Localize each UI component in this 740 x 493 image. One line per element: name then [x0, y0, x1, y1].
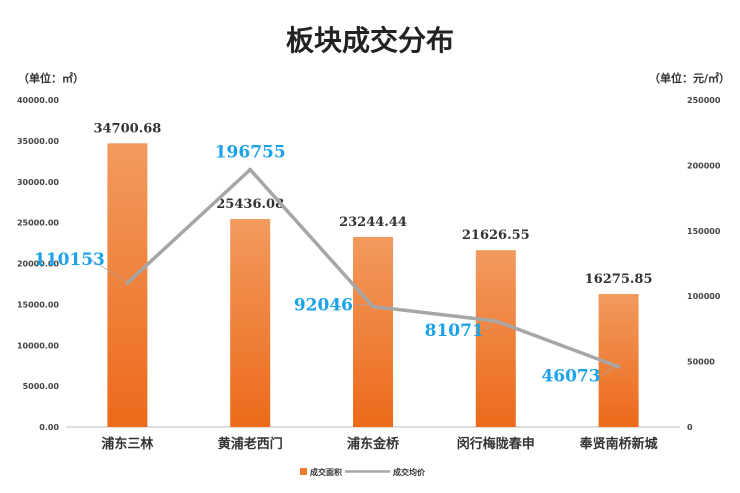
right-axis-unit: （单位：元/㎡） — [649, 71, 730, 85]
line-value-label: 46073 — [541, 367, 600, 387]
chart-title: 板块成交分布 — [286, 24, 454, 57]
bar — [475, 250, 516, 427]
line-series — [125, 167, 621, 369]
right-tick-label: 50000 — [687, 358, 715, 367]
bar-series — [107, 143, 639, 427]
left-tick-label: 0.00 — [39, 423, 59, 432]
left-axis-unit: （单位：㎡） — [18, 71, 84, 85]
line-label-leader — [485, 318, 495, 331]
line-point — [248, 167, 253, 172]
bar — [353, 236, 393, 427]
left-tick-label: 5000.00 — [23, 382, 60, 391]
right-tick-label: 250000 — [687, 96, 721, 105]
left-tick-label: 30000.00 — [17, 178, 59, 187]
line-value-label: 81071 — [425, 321, 484, 341]
x-tick-label: 奉贤南桥新城 — [579, 436, 658, 452]
line-label-leader — [89, 258, 126, 282]
x-tick-label: 浦东金桥 — [347, 436, 400, 452]
legend: 成交面积 成交均价 — [300, 467, 426, 477]
line-point — [616, 364, 621, 369]
line-point — [125, 280, 130, 285]
x-tick-label: 闵行梅陇春申 — [457, 436, 535, 452]
x-tick-label: 浦东三林 — [101, 436, 153, 452]
left-axis: 0.00 5000.00 10000.00 15000.00 20000.00 25000… — [17, 96, 59, 432]
right-tick-label: 200000 — [687, 161, 721, 170]
left-tick-label: 25000.00 — [17, 219, 59, 228]
line-label-leader — [602, 364, 617, 377]
bar — [107, 143, 148, 427]
bar-value-labels: 34700.68 25436.08 23244.44 21626.55 16275.85 — [93, 121, 652, 287]
left-tick-label: 10000.00 — [17, 341, 59, 350]
bar-value-label: 34700.68 — [93, 121, 161, 136]
bar-value-label: 21626.55 — [462, 228, 530, 243]
bar — [230, 219, 271, 427]
line-value-label: 92046 — [294, 296, 353, 316]
x-tick-label: 黄浦老西门 — [218, 436, 283, 452]
left-tick-label: 15000.00 — [17, 300, 59, 309]
legend-bar-label: 成交面积 — [310, 467, 342, 477]
line-value-label: 110153 — [34, 250, 105, 270]
bar-value-label: 25436.08 — [216, 197, 284, 212]
bar-value-label: 16275.85 — [585, 272, 653, 287]
line-point — [371, 304, 375, 309]
x-axis: 浦东三林 黄浦老西门 浦东金桥 闵行梅陇春申 奉贤南桥新城 — [101, 436, 657, 452]
left-tick-label: 20000.00 — [17, 260, 59, 269]
bar-value-label: 23244.44 — [339, 215, 407, 230]
line-value-labels: 110153 196755 92046 81071 46073 — [34, 143, 617, 387]
left-tick-label: 35000.00 — [17, 137, 59, 146]
right-tick-label: 150000 — [687, 227, 721, 236]
line-point — [493, 318, 498, 323]
legend-line-label: 成交均价 — [393, 467, 426, 477]
legend-bar-swatch — [300, 468, 307, 475]
right-tick-label: 100000 — [687, 292, 721, 301]
line-value-label: 196755 — [215, 143, 286, 163]
right-tick-label: 0 — [687, 423, 693, 432]
left-tick-label: 40000.00 — [17, 96, 59, 105]
right-axis: 0 50000 100000 150000 200000 250000 — [687, 96, 721, 432]
